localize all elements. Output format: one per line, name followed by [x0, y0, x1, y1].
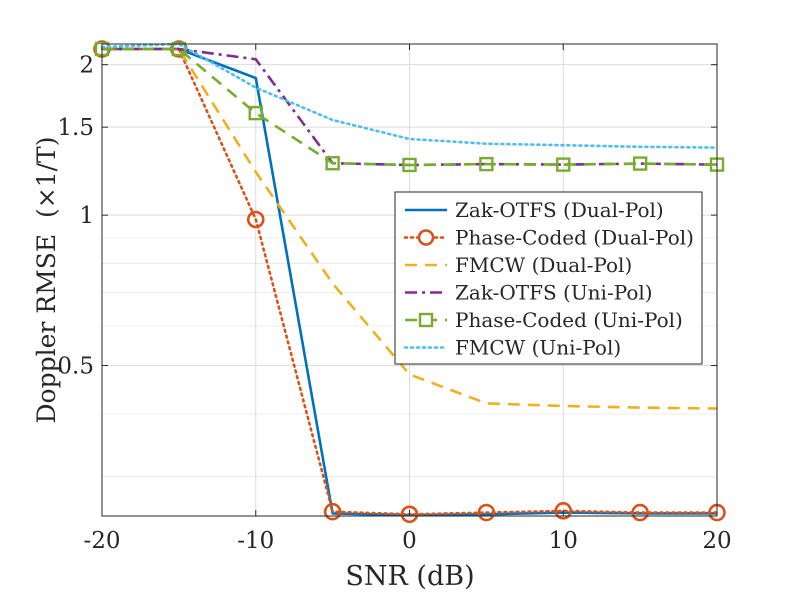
x-tick-label: -20: [83, 528, 120, 554]
legend-entry: FMCW (Uni-Pol): [403, 336, 621, 360]
y-axis-label-group: Doppler RMSE (×1/T): [32, 136, 61, 423]
series-layer: [93, 40, 726, 524]
x-axis-label: SNR (dB): [345, 561, 474, 592]
legend-entry: FMCW (Dual-Pol): [405, 253, 632, 277]
data-point: [632, 156, 648, 171]
legend-label: FMCW (Uni-Pol): [455, 336, 621, 360]
legend-entry: Phase-Coded (Uni-Pol): [405, 308, 683, 332]
series-fmcw-dual-pol: [102, 47, 718, 410]
data-point: [171, 41, 187, 57]
data-point: [323, 502, 342, 521]
x-tick-label: 20: [702, 528, 731, 554]
x-tick-label: 10: [549, 528, 578, 554]
x-tick-label: 0: [402, 528, 417, 554]
data-point: [402, 157, 417, 173]
legend-label: FMCW (Dual-Pol): [455, 253, 632, 277]
tick-labels: 0.5 1 1.5 2 -20 -10 0 10 20: [57, 53, 731, 554]
data-point: [400, 505, 419, 524]
y-axis-label-unit: (×1/T): [32, 136, 61, 217]
y-tick-label: 0.5: [57, 354, 94, 380]
data-point: [554, 502, 573, 520]
data-point: [556, 157, 571, 172]
x-tick-label: -10: [237, 528, 274, 554]
data-point: [246, 210, 265, 229]
data-point: [631, 503, 649, 522]
data-point: [325, 156, 340, 171]
series-line: [102, 47, 718, 167]
data-point: [479, 156, 494, 172]
y-tick-label: 1: [79, 203, 94, 229]
legend-entry: Phase-Coded (Dual-Pol): [403, 226, 694, 250]
legend: Zak-OTFS (Dual-Pol) Phase-Coded (Dual-Pol…: [394, 191, 703, 365]
legend-label: Phase-Coded (Dual-Pol): [455, 226, 694, 250]
legend-entry: Zak-OTFS (Dual-Pol): [405, 198, 664, 222]
series-fmcw-uni-pol: [100, 42, 719, 149]
legend-label: Zak-OTFS (Uni-Pol): [455, 281, 653, 305]
data-point: [248, 105, 263, 121]
legend-swatch-marker: [418, 312, 434, 328]
legend-entry: Zak-OTFS (Uni-Pol): [405, 281, 653, 305]
data-point: [477, 503, 496, 522]
series-line: [102, 47, 718, 410]
y-axis-label-text: Doppler RMSE: [32, 234, 61, 424]
y-tick-label: 2: [79, 53, 94, 79]
ticks: [101, 44, 718, 516]
y-tick-label: 1.5: [57, 115, 94, 141]
legend-box: [394, 191, 703, 365]
y-axis-label: Doppler RMSE (×1/T): [32, 136, 61, 423]
legend-label: Phase-Coded (Uni-Pol): [455, 308, 683, 332]
legend-label: Zak-OTFS (Dual-Pol): [455, 198, 664, 222]
legend-swatch-marker: [417, 229, 435, 246]
series-line: [100, 42, 719, 149]
